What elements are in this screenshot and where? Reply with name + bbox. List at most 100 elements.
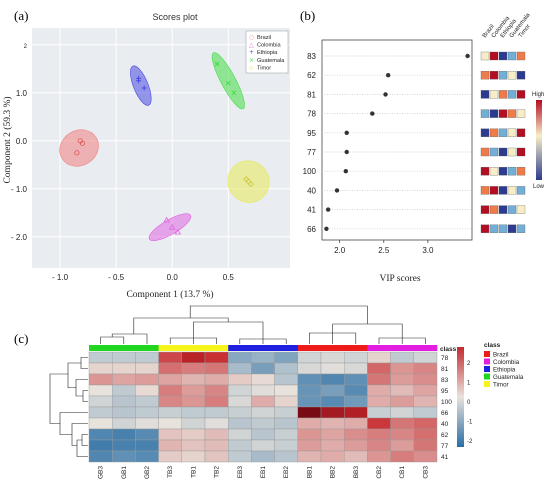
vip-scale-low: Low — [533, 184, 545, 190]
vip-color-cell — [480, 167, 490, 176]
vip-color-cell — [516, 167, 526, 176]
heatmap-cell — [88, 450, 113, 463]
vip-point — [344, 149, 349, 155]
vip-color-cell — [480, 71, 490, 80]
data-point — [141, 85, 147, 91]
heatmap-cell — [390, 362, 415, 375]
heatmap-cell — [135, 362, 159, 375]
class-bar-cell — [274, 345, 299, 351]
heatmap-cell — [367, 395, 391, 408]
heatmap-cell — [88, 384, 113, 397]
scores-x-axis-label: Component 1 (13.7 %) — [126, 289, 213, 300]
heatmap-cell — [367, 384, 391, 397]
heatmap-cell — [251, 439, 275, 452]
heatmap-row-label: 41 — [441, 454, 449, 461]
scores-legend-marker: △ — [249, 42, 254, 49]
heatmap-cell — [158, 395, 183, 408]
heatmap-row-label: 62 — [441, 432, 449, 439]
heatmap-legend-label: Brazil — [493, 352, 508, 359]
heatmap-cell — [297, 384, 322, 397]
heatmap-cell — [227, 450, 252, 463]
heatmap-cell — [413, 362, 438, 375]
class-bar-cell — [181, 345, 206, 351]
vip-point — [385, 73, 391, 78]
heatmap-cell — [344, 439, 368, 452]
heatmap-legend-swatch — [484, 381, 490, 387]
vip-x-tick-label: 2.0 — [334, 246, 346, 255]
heatmap-cell — [297, 428, 322, 441]
heatmap-col-label: GB2 — [144, 466, 151, 479]
data-point — [169, 223, 176, 230]
vip-color-cell — [507, 224, 517, 233]
heatmap-cell — [367, 362, 391, 375]
heatmap-col-label: TB2 — [214, 466, 221, 478]
heatmap-col-label: CB3 — [422, 466, 429, 479]
vip-color-cell — [480, 128, 490, 137]
heatmap-cell — [204, 406, 229, 419]
heatmap-row-label: 95 — [441, 388, 449, 395]
heatmap-cell — [158, 406, 183, 419]
heatmap-cell — [135, 373, 159, 386]
heatmap-col-label: TB1 — [190, 466, 197, 478]
vip-point — [383, 92, 388, 97]
vip-color-cell — [516, 71, 526, 80]
heatmap-cell — [88, 362, 113, 375]
heatmap-cell — [227, 417, 252, 430]
scores-legend-label: Brazil — [257, 35, 271, 41]
heatmap-col-label: CB2 — [376, 466, 383, 479]
vip-color-cell — [498, 51, 508, 61]
heatmap-col-label: CB1 — [399, 466, 406, 479]
panel-label-b: (b) — [300, 8, 315, 23]
class-bar-cell — [112, 345, 136, 351]
heatmap-col-label: TB3 — [167, 466, 174, 478]
heatmap-cell — [320, 450, 345, 463]
heatmap-cell — [297, 373, 322, 386]
vip-scale-high: High — [532, 92, 544, 98]
heatmap-col-label: GB1 — [121, 466, 128, 479]
heatmap-cell — [413, 450, 438, 463]
heatmap-cell — [413, 428, 438, 441]
vip-x-tick-label: 2.5 — [378, 246, 390, 255]
vip-feature-label: 78 — [307, 110, 316, 119]
scores-x-tick-label: - 1.0 — [52, 273, 69, 282]
vip-color-cell — [489, 205, 499, 214]
heatmap-cell — [344, 351, 368, 364]
scores-y-tick-label: 0.0 — [16, 137, 28, 146]
scores-legend-marker: ○ — [249, 34, 254, 41]
group-ellipse-brazil — [59, 129, 99, 167]
vip-color-cell — [498, 147, 508, 157]
heatmap-cell — [274, 406, 299, 419]
scores-y-tick-label: - 2.0 — [11, 233, 28, 242]
class-bar-cell — [89, 345, 113, 351]
heatmap-cell — [413, 406, 438, 419]
vip-point — [370, 111, 375, 116]
heatmap-cell — [111, 384, 136, 397]
class-bar-cell — [390, 345, 415, 351]
scores-legend-marker: × — [249, 57, 254, 64]
vip-color-cell — [489, 51, 499, 61]
dendrogram-branch — [82, 390, 88, 402]
heatmap-cell — [297, 406, 322, 419]
heatmap-cell — [390, 450, 415, 463]
heatmap-legend-swatch — [484, 351, 490, 357]
heatmap-cell — [204, 362, 229, 375]
heatmap-cell — [88, 439, 113, 452]
heatmap-cell — [204, 395, 229, 408]
scores-legend-label: Ethiopia — [257, 50, 278, 56]
heatmap-cell — [227, 362, 252, 375]
heatmap-cell — [320, 351, 345, 364]
heatmap-cell — [227, 428, 252, 441]
vip-color-cell — [498, 90, 508, 99]
group-ellipse-ethiopia — [130, 65, 152, 106]
heatmap-cell — [274, 428, 299, 441]
heatmap-legend-label: Timor — [493, 382, 509, 389]
vip-color-cell — [516, 205, 526, 214]
group-ellipse-guatemala — [211, 52, 245, 110]
heatmap-cell — [413, 373, 438, 386]
heatmap-row-label: 100 — [441, 399, 452, 406]
heatmap-legend-label: Ethiopia — [493, 367, 516, 374]
heatmap-cell — [181, 450, 206, 463]
heatmap-cell — [390, 417, 415, 430]
vip-feature-label: 41 — [307, 206, 316, 215]
heatmap-cell — [344, 373, 368, 386]
